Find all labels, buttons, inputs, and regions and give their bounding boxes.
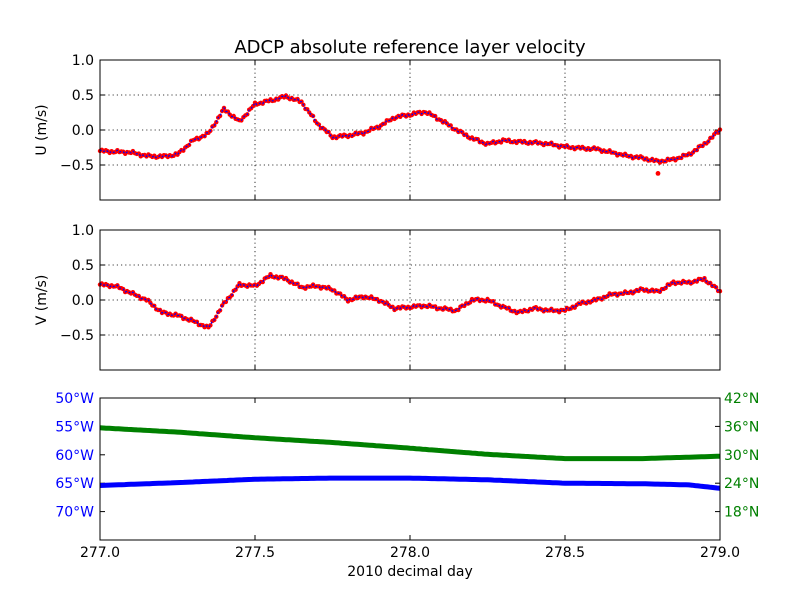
data-point bbox=[448, 123, 453, 128]
u-velocity-panel: −0.5 0.0 0.5 1.0 U (m/s) bbox=[34, 53, 723, 201]
x-tick-label: 278.0 bbox=[390, 545, 430, 561]
y-axis-label: U (m/s) bbox=[34, 104, 50, 155]
latitude-tick-label: 24°N bbox=[724, 476, 759, 492]
longitude-line bbox=[99, 475, 721, 491]
x-axis-label: 2010 decimal day bbox=[347, 564, 472, 580]
chart-title: ADCP absolute reference layer velocity bbox=[234, 37, 586, 58]
data-line bbox=[99, 94, 721, 164]
longitude-tick-label: 55°W bbox=[55, 419, 94, 435]
y-tick-label: 0.0 bbox=[72, 123, 94, 139]
v-velocity-panel: −0.5 0.0 0.5 1.0 V (m/s) bbox=[34, 223, 723, 371]
latitude-line bbox=[99, 425, 721, 462]
grid bbox=[100, 230, 720, 370]
data-points bbox=[97, 93, 723, 165]
x-tick-label: 277.5 bbox=[235, 545, 275, 561]
plot-frame bbox=[99, 229, 721, 371]
position-panel: 50°W 55°W 60°W 65°W 70°W 42°N 36°N 30°N 24°N 18°N… bbox=[55, 391, 759, 580]
x-tick-label: 279.0 bbox=[700, 545, 740, 561]
data-line bbox=[99, 273, 721, 329]
latitude-tick-label: 36°N bbox=[724, 419, 759, 435]
latitude-tick-label: 42°N bbox=[724, 391, 759, 407]
latitude-tick-label: 18°N bbox=[724, 505, 759, 521]
longitude-tick-label: 65°W bbox=[55, 476, 94, 492]
y-tick-label: 1.0 bbox=[72, 223, 94, 239]
y-tick-label: 0.5 bbox=[72, 88, 94, 104]
x-tick-label: 278.5 bbox=[545, 545, 585, 561]
longitude-tick-label: 60°W bbox=[55, 448, 94, 464]
y-tick-label: 0.5 bbox=[72, 258, 94, 274]
grid bbox=[100, 60, 720, 200]
data-point bbox=[208, 323, 213, 328]
longitude-tick-label: 70°W bbox=[55, 505, 94, 521]
x-tick-label: 277.0 bbox=[80, 545, 120, 561]
latitude-tick-label: 30°N bbox=[724, 448, 759, 464]
y-axis-label: V (m/s) bbox=[34, 275, 50, 326]
y-tick-label: 0.0 bbox=[72, 293, 94, 309]
y-tick-label: −0.5 bbox=[60, 328, 94, 344]
longitude-tick-label: 50°W bbox=[55, 391, 94, 407]
plot-frame bbox=[99, 59, 721, 201]
y-tick-label: −0.5 bbox=[60, 158, 94, 174]
y-tick-label: 1.0 bbox=[72, 53, 94, 69]
outlier-point bbox=[655, 171, 661, 176]
plot-frame bbox=[99, 397, 721, 541]
